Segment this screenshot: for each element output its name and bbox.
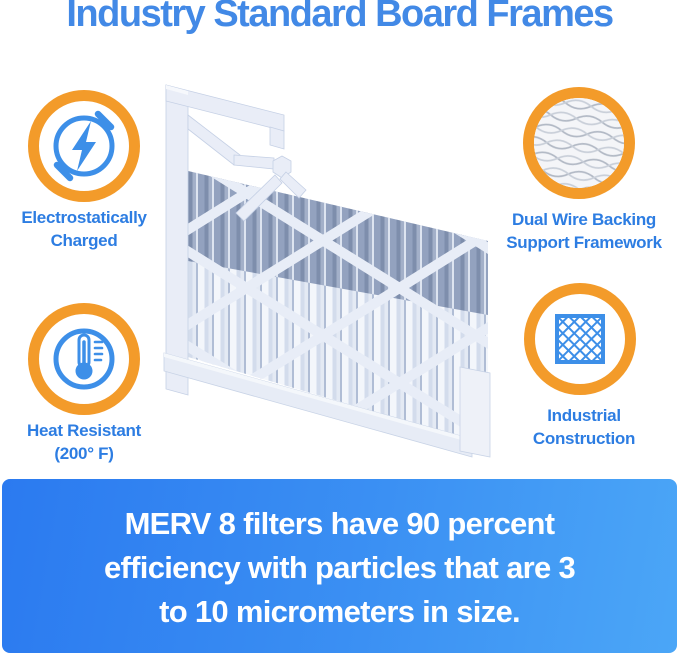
- feature-label-line: Support Framework: [506, 233, 662, 252]
- feature-label-line: Construction: [532, 429, 636, 448]
- feature-electrostatic-badge: [28, 90, 140, 202]
- feature-heat-resistant-label: Heat Resistant (200° F): [2, 419, 166, 465]
- feature-label-line: Industrial: [547, 406, 621, 425]
- feature-label-line: Heat Resistant: [27, 421, 141, 440]
- feature-electrostatic-label: Electrostatically Charged: [2, 206, 166, 252]
- feature-wire-backing-label: Dual Wire Backing Support Framework: [496, 208, 672, 254]
- banner-line: MERV 8 filters have 90 percent: [124, 506, 556, 541]
- banner-line: efficiency with particles that are 3: [104, 550, 576, 585]
- banner-line: to 10 micrometers in size.: [159, 594, 521, 629]
- wire-mesh-icon: [534, 98, 624, 188]
- feature-industrial-badge: [524, 283, 636, 395]
- feature-label-line: Dual Wire Backing: [511, 210, 656, 229]
- merv-info-banner: MERV 8 filters have 90 percent efficienc…: [2, 479, 677, 653]
- lightning-icon: [53, 110, 115, 182]
- merv-info-text: MERV 8 filters have 90 percent efficienc…: [2, 479, 677, 634]
- feature-heat-resistant-badge: [28, 303, 140, 415]
- feature-label-line: (200° F): [54, 444, 114, 463]
- thermometer-icon: [53, 328, 115, 390]
- page-title: Industry Standard Board Frames: [66, 0, 614, 35]
- feature-wire-backing-badge: [523, 87, 635, 199]
- diamond-lattice-icon: [555, 314, 605, 364]
- feature-label-line: Charged: [50, 231, 118, 250]
- feature-label-line: Electrostatically: [21, 208, 147, 227]
- feature-industrial-label: Industrial Construction: [496, 404, 672, 450]
- air-filter-illustration: [163, 84, 491, 458]
